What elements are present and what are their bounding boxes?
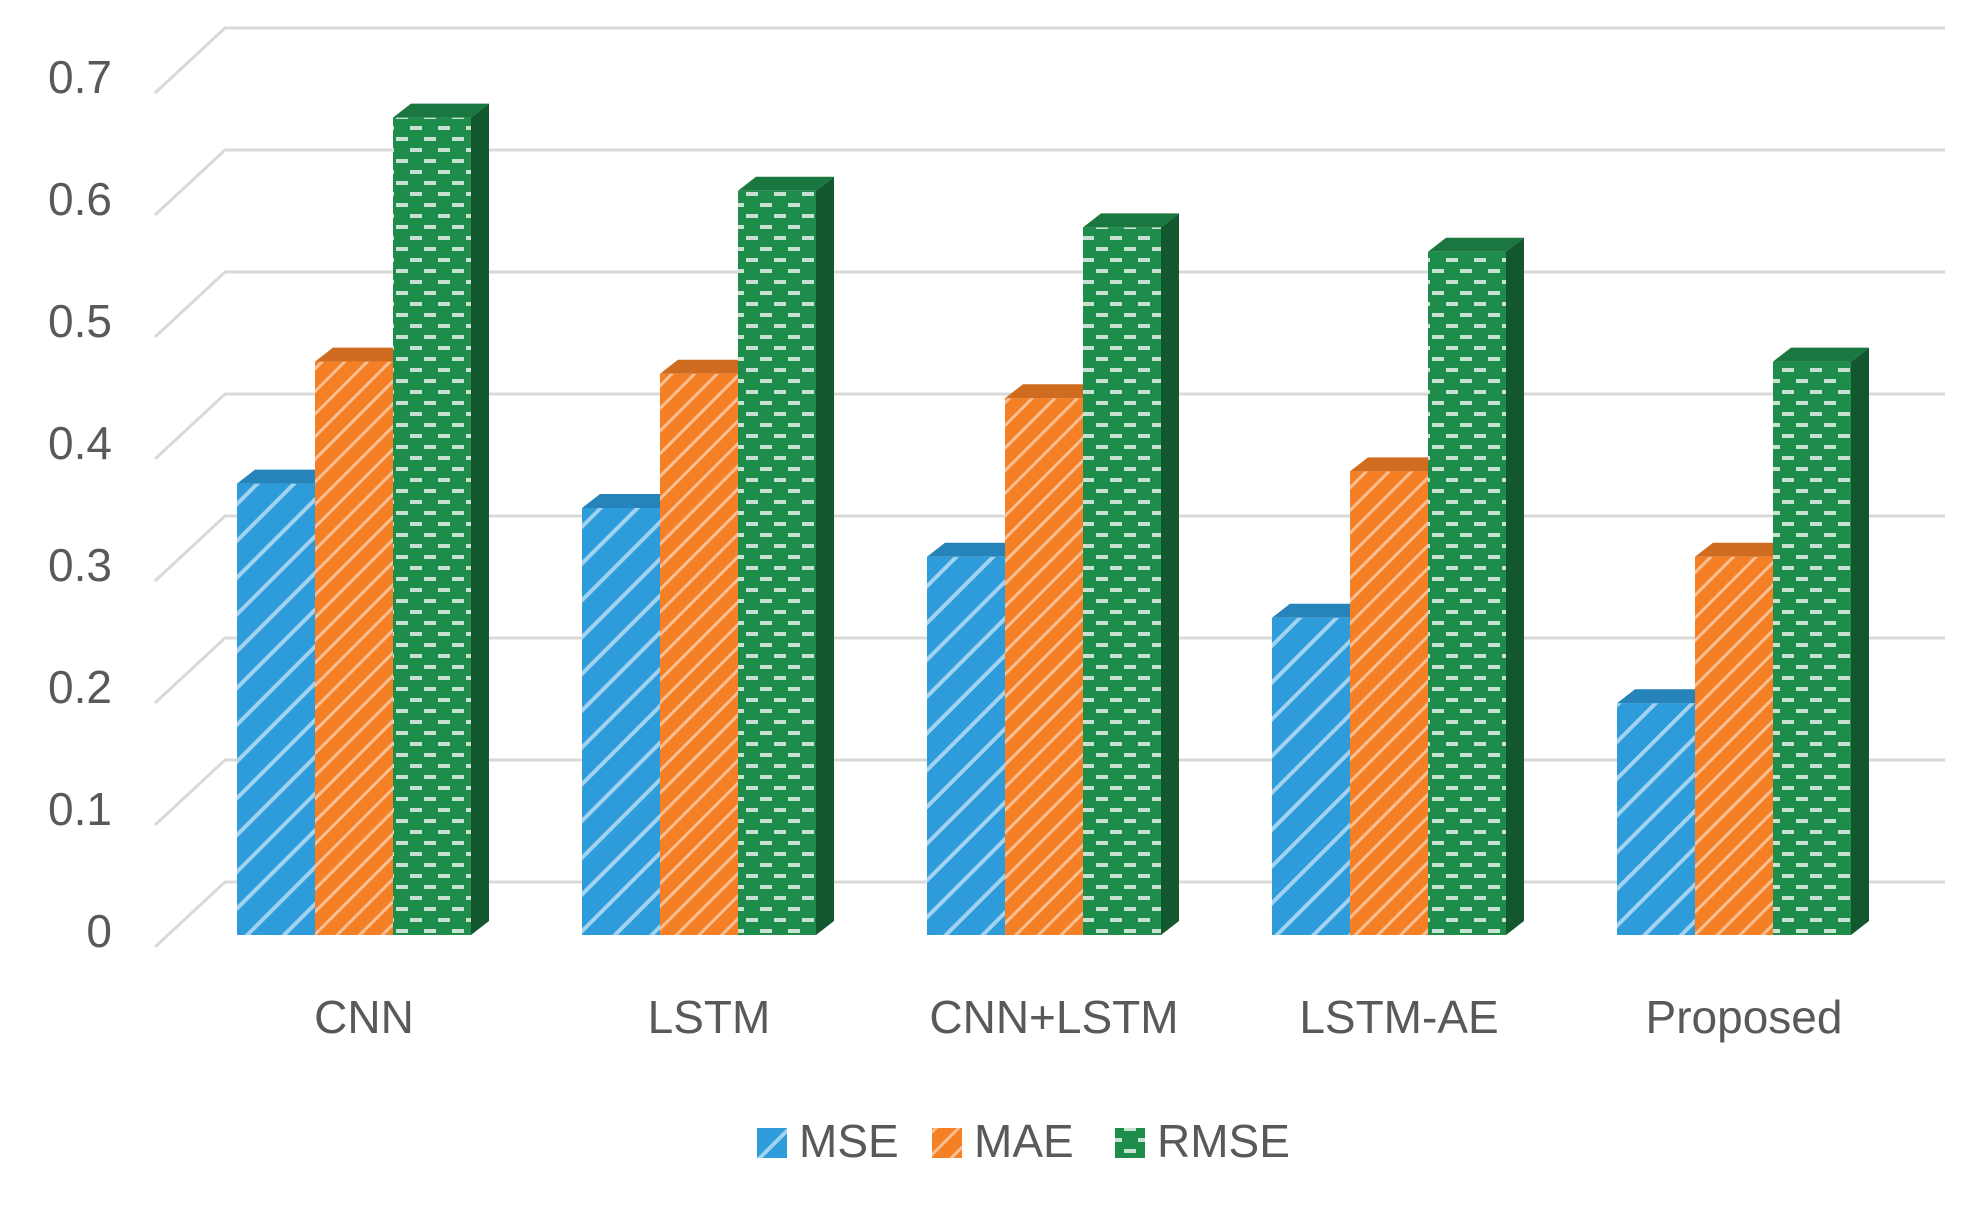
bar-front-face — [237, 483, 315, 935]
bar-side-face — [816, 176, 834, 936]
gridline — [153, 26, 1945, 95]
bar-rmse-lstm — [738, 176, 834, 936]
bar-front-face — [1428, 251, 1506, 936]
bar-top-face — [660, 359, 756, 374]
bar-side-face — [1161, 213, 1179, 935]
legend-item-mse: MSE — [757, 1115, 899, 1167]
bar-front-face — [315, 361, 393, 936]
legend-swatch — [757, 1128, 787, 1158]
bar-top-face — [738, 176, 834, 191]
bar-front-face — [1773, 361, 1851, 936]
bar-top-face — [1005, 384, 1101, 399]
bar-top-face — [1272, 603, 1368, 618]
x-tick-label: LSTM — [648, 991, 771, 1043]
x-tick-label: LSTM-AE — [1299, 991, 1498, 1043]
bar-side-face — [1851, 347, 1869, 936]
x-axis-category-labels: CNN LSTM CNN+LSTM LSTM-AE Proposed — [314, 991, 1842, 1043]
bar-front-face — [1695, 556, 1773, 935]
y-axis-tick-labels: 0 0.1 0.2 0.3 0.4 0.5 0.6 0.7 — [48, 51, 112, 957]
y-tick-label: 0 — [86, 905, 112, 957]
bar-front-face — [393, 117, 471, 936]
bar-front-face — [1350, 471, 1428, 935]
legend-label: MAE — [974, 1115, 1074, 1167]
bar-rmse-cnn-lstm — [1083, 213, 1179, 935]
legend-label: MSE — [799, 1115, 899, 1167]
bar-front-face — [1617, 703, 1695, 935]
bar-side-face — [471, 103, 489, 936]
bar-top-face — [1083, 213, 1179, 228]
y-tick-label: 0.3 — [48, 539, 112, 591]
bar-top-face — [393, 103, 489, 118]
bar-top-face — [237, 469, 333, 484]
bar-rmse-lstm-ae — [1428, 237, 1524, 936]
legend-swatch — [1115, 1128, 1145, 1158]
bar-top-face — [1695, 542, 1791, 557]
legend-item-mae: MAE — [932, 1115, 1074, 1167]
gridline — [153, 270, 1945, 339]
bar-front-face — [1272, 617, 1350, 935]
bar-front-face — [582, 508, 660, 935]
bar-top-face — [1617, 689, 1713, 704]
gridline — [153, 148, 1945, 217]
bar-top-face — [1428, 237, 1524, 252]
bar-front-face — [1005, 398, 1083, 935]
y-tick-label: 0.5 — [48, 295, 112, 347]
y-tick-label: 0.4 — [48, 417, 112, 469]
x-tick-label: Proposed — [1646, 991, 1843, 1043]
bar-front-face — [660, 373, 738, 935]
bar-top-face — [582, 494, 678, 508]
y-tick-label: 0.1 — [48, 783, 112, 835]
bars — [237, 103, 1869, 936]
bar-top-face — [1350, 457, 1446, 472]
bar-top-face — [1773, 347, 1869, 362]
bar-rmse-proposed — [1773, 347, 1869, 936]
bar-front-face — [738, 190, 816, 936]
bar-top-face — [315, 347, 411, 362]
legend-label: RMSE — [1157, 1115, 1290, 1167]
bar-front-face — [1083, 227, 1161, 935]
legend-item-rmse: RMSE — [1115, 1115, 1290, 1167]
bar-side-face — [1506, 237, 1524, 936]
y-tick-label: 0.2 — [48, 661, 112, 713]
x-tick-label: CNN — [314, 991, 414, 1043]
legend-swatch — [932, 1128, 962, 1158]
gridline — [153, 392, 1945, 461]
gridlines — [153, 26, 1945, 949]
y-tick-label: 0.6 — [48, 173, 112, 225]
bar-front-face — [927, 556, 1005, 935]
bar-rmse-cnn — [393, 103, 489, 936]
x-tick-label: CNN+LSTM — [929, 991, 1178, 1043]
legend: MSE MAE RMSE — [757, 1115, 1290, 1167]
y-tick-label: 0.7 — [48, 51, 112, 103]
bar-top-face — [927, 542, 1023, 557]
